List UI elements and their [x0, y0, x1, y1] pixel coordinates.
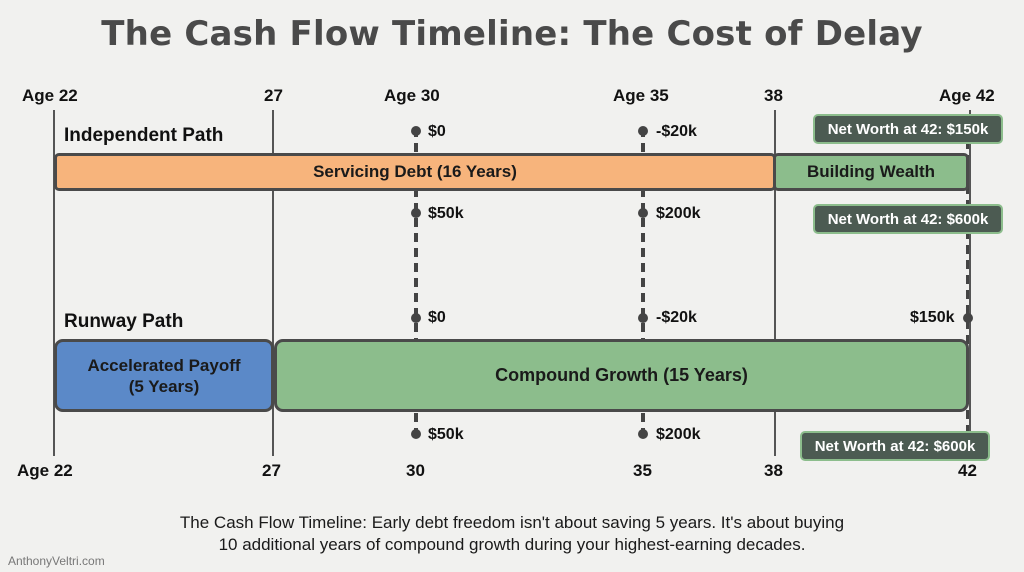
- runway-35-bottom-value: $200k: [656, 426, 701, 443]
- dot-35-top: [638, 126, 648, 136]
- bottom-tick-35: 35: [633, 461, 652, 480]
- accelerated-payoff-bar: Accelerated Payoff (5 Years): [54, 339, 274, 412]
- caption: The Cash Flow Timeline: Early debt freed…: [0, 512, 1024, 556]
- indep-35-bottom-value: $200k: [656, 205, 701, 222]
- dot-30-top: [411, 126, 421, 136]
- page-title: The Cash Flow Timeline: The Cost of Dela…: [101, 14, 923, 54]
- top-tick-age-35: Age 35: [613, 86, 669, 105]
- runway-35-top-value: -$20k: [656, 309, 697, 326]
- runway-42-top-value: $150k: [910, 309, 955, 326]
- indep-30-top-value: $0: [428, 123, 446, 140]
- indep-net-worth-badge: Net Worth at 42: $150k: [813, 114, 1003, 144]
- bottom-tick-38: 38: [764, 461, 783, 480]
- dot-30-indep-bottom: [411, 208, 421, 218]
- top-tick-27: 27: [264, 86, 283, 105]
- compound-growth-bar: Compound Growth (15 Years): [274, 339, 969, 412]
- dot-35-indep-bottom: [638, 208, 648, 218]
- dot-30-runway-bottom: [411, 429, 421, 439]
- bottom-tick-age-22: Age 22: [17, 461, 73, 480]
- bottom-tick-27: 27: [262, 461, 281, 480]
- gridline-38: [774, 110, 776, 456]
- indep-35-top-value: -$20k: [656, 123, 697, 140]
- runway-path-label: Runway Path: [64, 311, 184, 332]
- gridline-27: [272, 110, 274, 456]
- runway-net-worth-badge: Net Worth at 42: $600k: [800, 431, 990, 461]
- building-wealth-bar: Building Wealth: [773, 153, 969, 191]
- bottom-tick-30: 30: [406, 461, 425, 480]
- top-tick-age-42: Age 42: [939, 86, 995, 105]
- servicing-debt-bar: Servicing Debt (16 Years): [54, 153, 776, 191]
- top-tick-age-30: Age 30: [384, 86, 440, 105]
- payoff-line-1: Accelerated Payoff: [87, 355, 241, 375]
- runway-30-bottom-value: $50k: [428, 426, 464, 443]
- caption-line-2: 10 additional years of compound growth d…: [218, 535, 806, 554]
- watermark[interactable]: AnthonyVeltri.com: [8, 554, 105, 568]
- bottom-tick-42: 42: [958, 461, 977, 480]
- caption-line-1: The Cash Flow Timeline: Early debt freed…: [179, 513, 845, 532]
- indep-30-bottom-value: $50k: [428, 205, 464, 222]
- top-tick-age-22: Age 22: [22, 86, 78, 105]
- dot-42-runway-top: [963, 313, 973, 323]
- payoff-line-2: (5 Years): [128, 376, 200, 396]
- dot-35-runway-top: [638, 313, 648, 323]
- indep-net-worth-badge-2: Net Worth at 42: $600k: [813, 204, 1003, 234]
- runway-30-top-value: $0: [428, 309, 446, 326]
- independent-path-label: Independent Path: [64, 125, 224, 146]
- dot-35-runway-bottom: [638, 429, 648, 439]
- gridline-age-22: [53, 110, 55, 456]
- top-tick-38: 38: [764, 86, 783, 105]
- dot-30-runway-top: [411, 313, 421, 323]
